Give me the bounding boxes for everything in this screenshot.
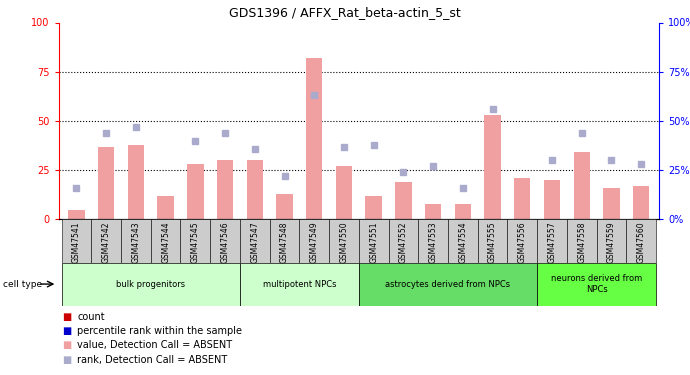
Bar [514,178,531,219]
Text: GSM47554: GSM47554 [458,222,467,263]
Text: GSM47549: GSM47549 [310,222,319,263]
Text: cell type: cell type [3,280,43,289]
Bar [187,164,204,219]
Text: astrocytes derived from NPCs: astrocytes derived from NPCs [386,280,511,289]
Text: percentile rank within the sample: percentile rank within the sample [77,326,242,336]
Bar [544,180,560,219]
Text: GSM47544: GSM47544 [161,222,170,263]
Text: value, Detection Call = ABSENT: value, Detection Call = ABSENT [77,340,233,350]
Bar [276,194,293,219]
Text: GSM47551: GSM47551 [369,222,378,263]
Bar [68,210,85,219]
Text: ■: ■ [62,340,71,350]
Text: GSM47548: GSM47548 [280,222,289,263]
Bar [91,219,121,262]
Text: GSM47556: GSM47556 [518,222,526,263]
Bar [537,262,656,306]
Bar [477,219,507,262]
Bar [299,219,329,262]
Bar [151,219,181,262]
Bar [181,219,210,262]
Bar [359,262,537,306]
Bar [633,186,649,219]
Bar [98,147,115,219]
Bar [329,219,359,262]
Bar [448,219,477,262]
Text: GSM47546: GSM47546 [221,222,230,263]
Bar [484,115,501,219]
Bar [627,219,656,262]
Bar [597,219,627,262]
Bar [128,145,144,219]
Text: GSM47558: GSM47558 [577,222,586,263]
Text: multipotent NPCs: multipotent NPCs [263,280,336,289]
Text: GSM47543: GSM47543 [131,222,141,263]
Bar [573,152,590,219]
Bar [395,182,411,219]
Text: ■: ■ [62,326,71,336]
Bar [240,262,359,306]
Bar [566,219,597,262]
Bar [240,219,270,262]
Text: count: count [77,312,105,322]
Bar [366,196,382,219]
Text: bulk progenitors: bulk progenitors [116,280,186,289]
Text: GSM47542: GSM47542 [101,222,110,263]
Bar [537,219,566,262]
Text: GSM47552: GSM47552 [399,222,408,263]
Bar [603,188,620,219]
Text: GSM47555: GSM47555 [488,222,497,263]
Text: GSM47559: GSM47559 [607,222,616,263]
Bar [217,160,233,219]
Bar [121,219,151,262]
Bar [359,219,388,262]
Bar [246,160,263,219]
Bar [388,219,418,262]
Bar [306,58,322,219]
Bar [336,166,352,219]
Text: GSM47547: GSM47547 [250,222,259,263]
Bar [455,204,471,219]
Text: ■: ■ [62,355,71,364]
Bar [210,219,240,262]
Bar [61,219,91,262]
Text: GSM47550: GSM47550 [339,222,348,263]
Text: GSM47553: GSM47553 [428,222,437,263]
Bar [61,262,240,306]
Text: GSM47545: GSM47545 [191,222,200,263]
Text: GSM47541: GSM47541 [72,222,81,263]
Bar [157,196,174,219]
Bar [507,219,537,262]
Text: ■: ■ [62,312,71,322]
Text: GDS1396 / AFFX_Rat_beta-actin_5_st: GDS1396 / AFFX_Rat_beta-actin_5_st [229,6,461,19]
Text: GSM47557: GSM47557 [547,222,556,263]
Bar [418,219,448,262]
Text: rank, Detection Call = ABSENT: rank, Detection Call = ABSENT [77,355,228,364]
Bar [425,204,442,219]
Text: neurons derived from
NPCs: neurons derived from NPCs [551,274,642,294]
Text: GSM47560: GSM47560 [637,222,646,263]
Bar [270,219,299,262]
